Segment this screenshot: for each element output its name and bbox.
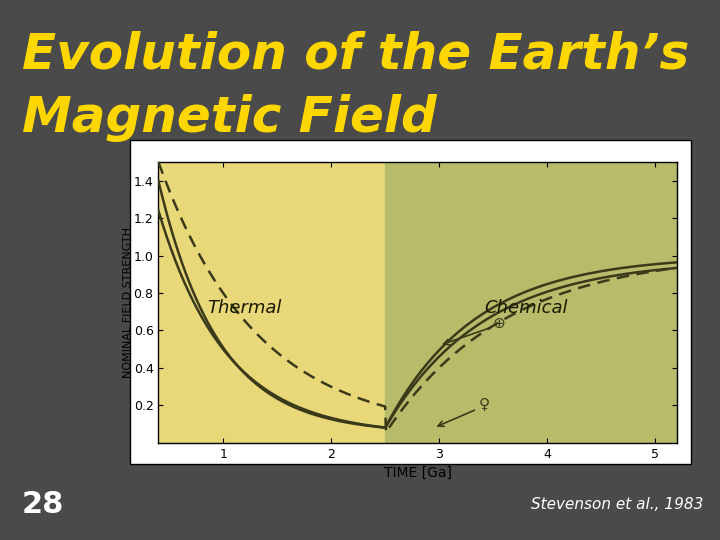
Text: Thermal: Thermal: [207, 299, 282, 317]
Y-axis label: NOMINAL FIELD STRENGTH: NOMINAL FIELD STRENGTH: [123, 227, 133, 378]
X-axis label: TIME [Ga]: TIME [Ga]: [384, 466, 451, 480]
Text: Magnetic Field: Magnetic Field: [22, 94, 436, 141]
Text: Evolution of the Earth’s: Evolution of the Earth’s: [22, 30, 689, 78]
Text: ♀: ♀: [479, 396, 490, 411]
Bar: [158, 162, 385, 443]
Text: ⊕: ⊕: [492, 315, 505, 330]
Bar: [385, 162, 677, 443]
Text: Chemical: Chemical: [484, 299, 567, 317]
Text: 28: 28: [22, 490, 64, 519]
Text: Stevenson et al., 1983: Stevenson et al., 1983: [531, 497, 703, 512]
